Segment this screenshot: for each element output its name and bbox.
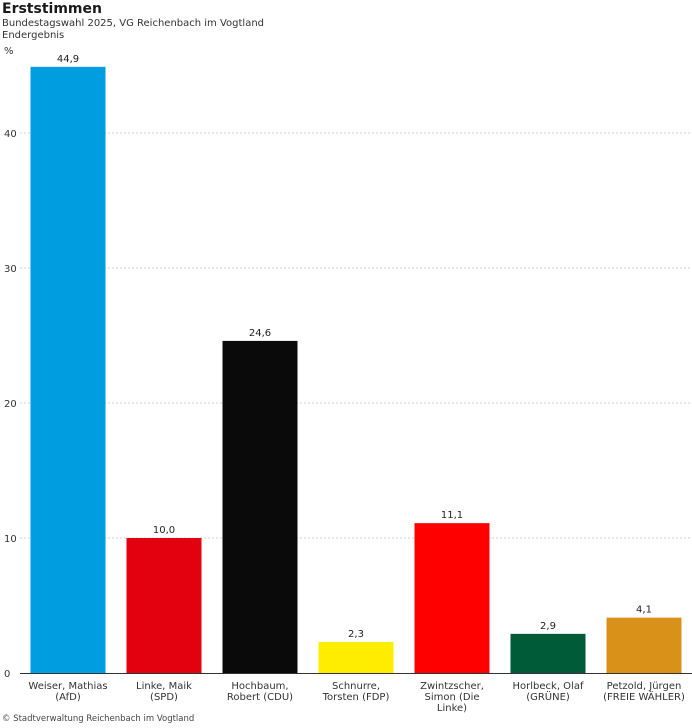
category-label: Petzold, Jürgen — [607, 681, 682, 692]
y-tick-label: 20 — [4, 399, 17, 410]
data-label: 4,1 — [636, 605, 652, 616]
data-label: 24,6 — [249, 328, 271, 339]
category-label: Torsten (FDP) — [322, 692, 390, 703]
chart-status: Endergebnis — [2, 30, 65, 41]
category-label: Zwintzscher, — [420, 681, 484, 692]
data-label: 44,9 — [57, 54, 79, 65]
chart-subtitle: Bundestagswahl 2025, VG Reichenbach im V… — [2, 18, 265, 29]
data-label: 11,1 — [441, 510, 463, 521]
category-label: Robert (CDU) — [227, 692, 293, 703]
bar — [222, 340, 298, 673]
bar — [510, 633, 586, 673]
bar — [414, 523, 490, 673]
category-label: Weiser, Mathias — [28, 681, 107, 692]
bar — [606, 617, 682, 673]
category-label: Simon (Die — [424, 692, 479, 703]
category-label: Linke) — [437, 703, 467, 714]
bar — [126, 538, 202, 673]
data-label: 2,3 — [348, 629, 364, 640]
y-axis-unit: % — [4, 46, 14, 57]
category-label: (AfD) — [55, 692, 81, 703]
category-label: (GRÜNE) — [526, 690, 570, 703]
category-label: (FREIE WÄHLER) — [603, 690, 685, 703]
bar — [318, 641, 394, 673]
chart-title: Erststimmen — [2, 1, 102, 17]
y-tick-label: 0 — [4, 669, 10, 680]
y-tick-label: 10 — [4, 534, 17, 545]
data-label: 10,0 — [153, 525, 175, 536]
category-label: Hochbaum, — [231, 681, 288, 692]
source-credit: © Stadtverwaltung Reichenbach im Vogtlan… — [2, 714, 195, 724]
category-label: Linke, Maik — [136, 681, 192, 692]
category-label: (SPD) — [150, 692, 178, 703]
bar — [30, 66, 106, 674]
y-tick-label: 40 — [4, 129, 17, 140]
category-label: Horlbeck, Olaf — [513, 681, 584, 692]
y-tick-label: 30 — [4, 264, 17, 275]
category-label: Schnurre, — [332, 681, 380, 692]
data-label: 2,9 — [540, 621, 556, 632]
